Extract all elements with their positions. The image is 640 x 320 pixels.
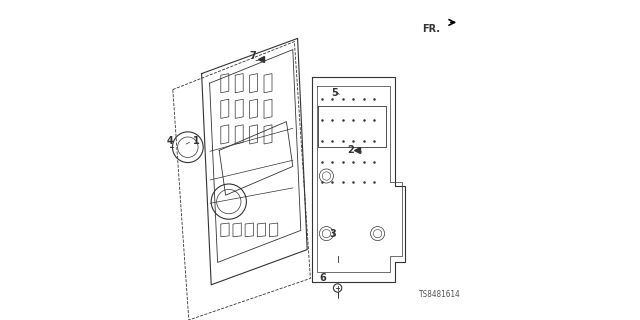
- Text: FR.: FR.: [422, 24, 440, 34]
- Text: 7: 7: [250, 51, 256, 61]
- Text: 1: 1: [193, 136, 200, 146]
- Text: TS8481614: TS8481614: [419, 290, 461, 299]
- Text: 6: 6: [320, 273, 326, 284]
- Text: 2: 2: [347, 145, 354, 156]
- Text: 5: 5: [331, 88, 338, 98]
- Text: 4: 4: [167, 136, 173, 146]
- Text: 3: 3: [330, 228, 336, 239]
